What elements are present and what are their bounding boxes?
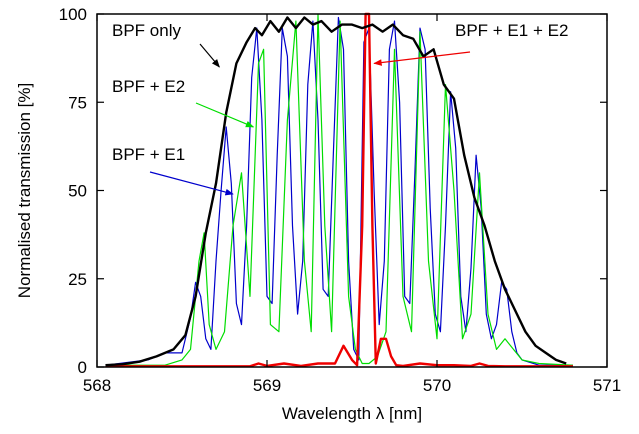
annotation-arrow-4: [373, 51, 471, 66]
x-axis-label: Wavelength λ [nm]: [282, 404, 422, 423]
annotation-label-2: BPF + E2: [112, 77, 185, 96]
chart-axes-layer: 568 569 570 571 0 25 50 75 100 Wavelength λ [nm] N…: [15, 5, 621, 423]
annotation-label-4: BPF + E1 + E2: [455, 21, 568, 40]
y-tick-label-1: 25: [68, 270, 87, 289]
series-line-4: [105, 16, 567, 367]
series-line-3: [105, 12, 573, 368]
y-tick-label-2: 50: [68, 182, 87, 201]
annotation-label-3: BPF + E1: [112, 145, 185, 164]
x-tick-label-2: 570: [423, 376, 451, 395]
chart-annotation-layer: BPF only BPF + E2 BPF + E1 BPF + E1 + E2: [112, 21, 568, 196]
x-tick-label-3: 571: [593, 376, 621, 395]
y-axis-label: Normalised transmission [%]: [15, 83, 34, 298]
annotation-arrow-1: [199, 43, 220, 68]
annotation-arrow-2: [195, 102, 255, 128]
annotation-label-1: BPF only: [112, 21, 181, 40]
y-tick-label-4: 100: [59, 5, 87, 24]
series-line-1: [105, 16, 573, 366]
x-tick-label-0: 568: [83, 376, 111, 395]
x-tick-label-1: 569: [253, 376, 281, 395]
y-tick-label-0: 0: [78, 358, 87, 377]
annotation-arrow-3: [149, 171, 234, 196]
chart-series-layer: [105, 12, 574, 368]
y-tick-label-3: 75: [68, 93, 87, 112]
series-line-2: [105, 13, 574, 366]
